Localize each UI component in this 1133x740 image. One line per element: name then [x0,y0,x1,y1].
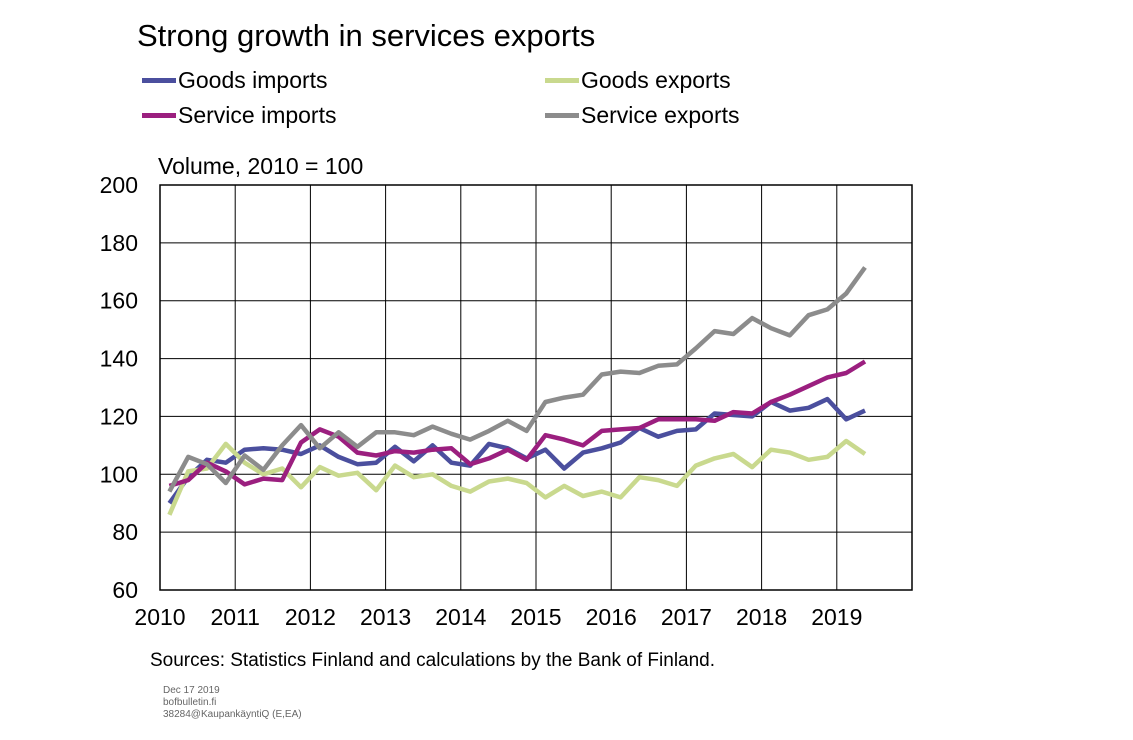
footer-site: bofbulletin.fi [163,697,217,708]
legend-item-service-exports: Service exports [545,100,740,130]
y-tick-label: 60 [112,577,138,603]
x-tick-label: 2015 [510,604,561,630]
legend-label: Goods exports [581,66,731,93]
y-axis-unit-label: Volume, 2010 = 100 [158,153,364,179]
legend-item-service-imports: Service imports [142,100,336,130]
x-tick-label: 2013 [360,604,411,630]
legend-swatch [142,77,176,83]
x-tick-label: 2010 [134,604,185,630]
x-tick-label: 2019 [811,604,862,630]
series-line-service-exports [167,266,867,493]
legend-item-goods-exports: Goods exports [545,65,731,95]
legend-swatch [142,112,176,118]
sources-note: Sources: Statistics Finland and calculat… [150,650,716,671]
y-tick-label: 80 [112,519,138,545]
footer-date: Dec 17 2019 [163,685,220,696]
legend-swatch [545,112,579,118]
legend-label: Service imports [178,101,337,128]
x-tick-label: 2016 [586,604,637,630]
y-tick-label: 120 [100,403,138,429]
y-tick-label: 100 [100,461,138,487]
y-tick-label: 160 [100,288,138,314]
footer-code: 38284@KaupankäyntiQ (E,EA) [163,709,302,720]
legend-label: Goods imports [178,66,328,93]
legend-item-goods-imports: Goods imports [142,65,328,95]
x-tick-label: 2018 [736,604,787,630]
y-tick-label: 200 [100,172,138,198]
y-tick-label: 180 [100,230,138,256]
series-line-service-imports [168,359,867,489]
x-tick-label: 2011 [210,604,259,630]
y-tick-label: 140 [100,346,138,372]
legend-swatch [545,77,579,83]
x-tick-label: 2014 [435,604,486,630]
chart-title: Strong growth in services exports [137,18,596,53]
x-tick-label: 2012 [285,604,336,630]
legend-label: Service exports [581,101,740,128]
series-line-goods-imports [167,396,866,505]
plot-border [159,184,913,591]
x-tick-label: 2017 [661,604,712,630]
